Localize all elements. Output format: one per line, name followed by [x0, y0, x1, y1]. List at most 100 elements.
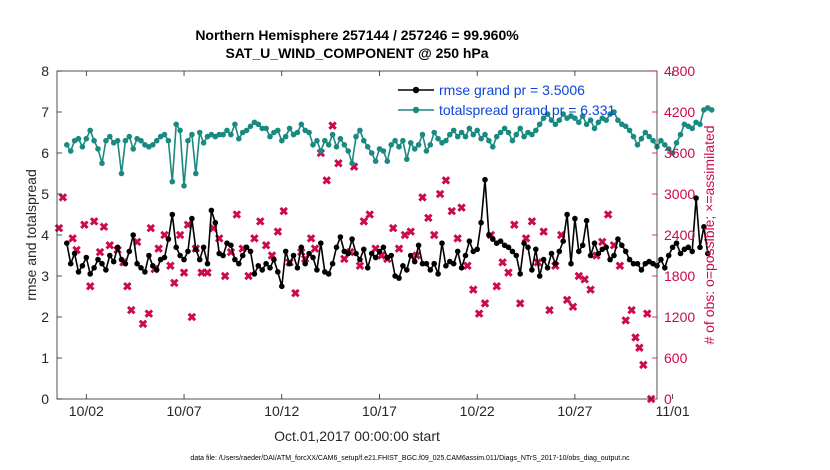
rmse-point — [462, 252, 469, 259]
obs-point — [99, 222, 109, 232]
spread-point — [638, 135, 645, 142]
rmse-point — [486, 232, 492, 238]
obs-point — [291, 288, 300, 298]
rmse-point — [525, 244, 531, 251]
spread-point — [333, 144, 340, 150]
rmse-point — [685, 244, 692, 251]
spread-point — [177, 127, 183, 134]
rmse-point — [64, 240, 70, 246]
right-tick-label: 4200 — [664, 104, 695, 120]
rmse-point — [189, 215, 195, 222]
rmse-point — [478, 219, 484, 226]
spread-point — [189, 131, 195, 138]
x-tick-label: 10/12 — [264, 403, 299, 419]
obs-point — [146, 223, 156, 233]
spread-point — [450, 127, 457, 134]
rmse-point — [122, 260, 129, 267]
rmse-point — [665, 252, 672, 259]
spread-point — [404, 156, 410, 162]
spread-point — [579, 113, 586, 119]
chart-title: Northern Hemisphere 257144 / 257246 = 99… — [195, 27, 519, 43]
spread-point — [384, 158, 391, 164]
spread-point — [533, 127, 539, 134]
spread-point — [275, 127, 281, 134]
spread-point — [689, 125, 695, 132]
spread-point — [423, 148, 430, 154]
obs-point — [187, 312, 197, 322]
rmse-point — [310, 254, 316, 261]
spread-point — [224, 127, 230, 134]
spread-point — [361, 137, 367, 144]
rmse-point — [536, 273, 543, 279]
rmse-point — [509, 248, 516, 255]
rmse-point — [630, 260, 637, 267]
rmse-point — [345, 250, 352, 257]
spread-point — [622, 123, 629, 130]
rmse-point — [697, 244, 703, 251]
obs-point — [586, 285, 595, 294]
spread-point — [75, 135, 82, 142]
rmse-point — [290, 252, 297, 259]
right-tick-label: 2400 — [664, 227, 695, 243]
obs-point — [154, 244, 163, 253]
spread-point — [411, 146, 418, 152]
rmse-point — [329, 260, 336, 267]
spread-point — [357, 127, 363, 134]
rmse-point — [579, 242, 586, 249]
rmse-point — [572, 215, 578, 222]
spread-point — [556, 117, 563, 123]
spread-point — [91, 137, 97, 144]
rmse-point — [560, 238, 566, 244]
spread-point — [364, 144, 371, 150]
rmse-point — [583, 217, 590, 224]
obs-point — [621, 316, 630, 325]
spread-point — [259, 125, 266, 132]
spread-point — [626, 127, 633, 134]
spread-point — [294, 129, 301, 136]
rmse-point — [587, 252, 594, 259]
rmse-point — [185, 248, 191, 255]
obs-point — [144, 309, 154, 318]
obs-point — [80, 220, 89, 230]
rmse-point — [705, 250, 711, 257]
spread-point — [279, 137, 285, 144]
right-axis-ticks: 0 600 1200 1800 2400 3000 3600 4200 4800 — [652, 63, 695, 407]
obs-point — [89, 217, 99, 226]
rmse-point — [67, 260, 74, 267]
obs-point — [631, 333, 640, 342]
spread-point — [458, 129, 465, 136]
spread-point — [95, 146, 101, 152]
obs-point — [334, 158, 343, 168]
spread-point — [544, 111, 551, 117]
rmse-point — [423, 260, 430, 267]
obs-point — [574, 271, 584, 281]
rmse-point — [431, 260, 438, 267]
spread-point — [388, 142, 395, 148]
rmse-point — [474, 246, 481, 253]
spread-point — [521, 133, 527, 140]
data-file-footer: data file: /Users/raeder/DAI/ATM_forcXX/… — [190, 455, 630, 462]
left-tick-label: 3 — [41, 268, 49, 284]
obs-assimilated-markers — [54, 121, 656, 404]
obs-point — [261, 240, 271, 250]
legend-label-rmse: rmse grand pr = 3.5006 — [439, 82, 585, 98]
spread-point — [658, 137, 664, 144]
spread-point — [615, 117, 621, 123]
obs-point — [580, 275, 589, 284]
x-tick-label: 10/07 — [167, 403, 202, 419]
rmse-point — [619, 242, 625, 249]
rmse-point — [333, 244, 340, 251]
spread-point — [153, 137, 160, 144]
rmse-point — [196, 256, 203, 263]
obs-point — [539, 227, 548, 236]
rmse-point — [325, 271, 332, 277]
obs-point — [123, 281, 132, 291]
spread-point — [400, 137, 406, 144]
spread-point — [181, 183, 187, 189]
spread-point — [505, 129, 512, 136]
spread-point — [517, 125, 523, 132]
right-tick-label: 1800 — [664, 268, 695, 284]
rmse-point — [556, 248, 563, 255]
rmse-series — [64, 176, 711, 290]
